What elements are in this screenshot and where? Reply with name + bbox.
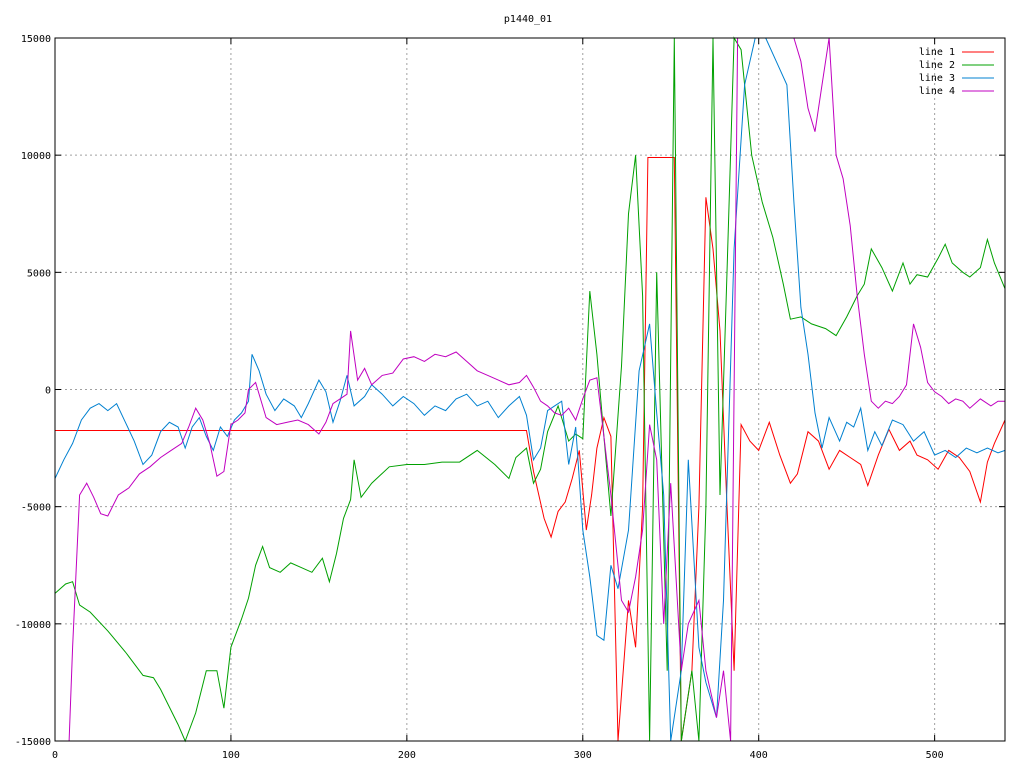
- legend-label: line 4: [919, 86, 955, 97]
- x-tick-label: 200: [398, 750, 416, 761]
- legend-label: line 2: [919, 60, 955, 71]
- x-tick-label: 300: [574, 750, 592, 761]
- x-tick-label: 500: [926, 750, 944, 761]
- y-tick-label: -10000: [15, 620, 51, 631]
- y-tick-label: 10000: [21, 151, 51, 162]
- legend-label: line 1: [919, 47, 955, 58]
- y-tick-label: -15000: [15, 737, 51, 748]
- axis-ticks: -15000 -10000 -5000 0 5000 10000 15000 0 100 200 3…: [15, 34, 1005, 761]
- legend-label: line 3: [919, 73, 955, 84]
- chart-title: p1440_01: [504, 14, 552, 25]
- legend: line 1 line 2 line 3 line 4: [919, 47, 994, 97]
- series-line-1: [55, 157, 1006, 742]
- x-tick-label: 0: [52, 750, 58, 761]
- x-tick-label: 100: [222, 750, 240, 761]
- y-tick-label: 5000: [27, 268, 51, 279]
- x-tick-label: 400: [750, 750, 768, 761]
- y-tick-label: 0: [45, 386, 51, 397]
- series-line-4: [68, 37, 1005, 742]
- y-tick-label: -5000: [21, 503, 51, 514]
- grid-lines: [55, 38, 1005, 741]
- y-tick-label: 15000: [21, 34, 51, 45]
- plot-area-frame: [54, 37, 1006, 742]
- series-group: [54, 36, 1006, 743]
